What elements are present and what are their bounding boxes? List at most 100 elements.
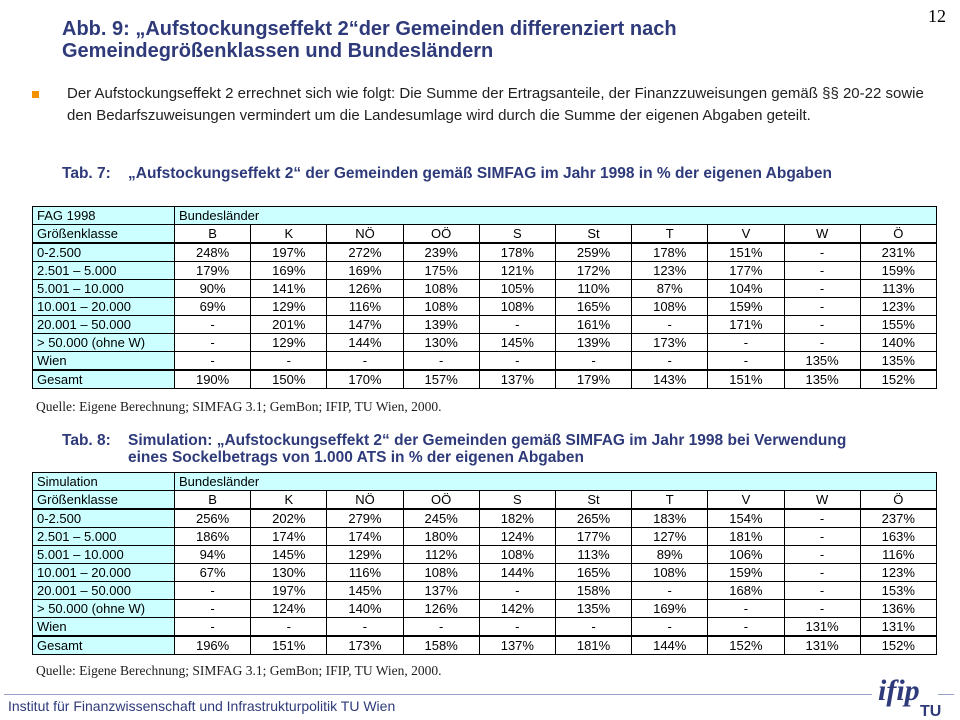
table-cell: - [783, 527, 861, 546]
table-cell: 259% [554, 242, 633, 262]
intro-paragraph: Der Aufstockungseffekt 2 errechnet sich … [67, 85, 924, 124]
table-cell: 171% [707, 315, 785, 334]
column-header: S [478, 490, 556, 510]
svg-text:ifip: ifip [878, 674, 920, 707]
table-row: 5.001 – 10.000 90% 141% 126% 108% 105% 110% 87%… [32, 279, 937, 298]
svg-text:TU: TU [920, 703, 941, 718]
table-cell: 140% [859, 333, 937, 352]
table-group-label: Bundesländer [174, 206, 937, 225]
table-row: 2.501 – 5.000 179% 169% 169% 175% 121% 172% 123… [32, 261, 937, 280]
table-cell: 182% [478, 508, 556, 528]
row-label: 0-2.500 [32, 242, 175, 262]
table-cell: 177% [554, 527, 633, 546]
table-cell: 154% [707, 508, 785, 528]
table-cell: 69% [173, 297, 252, 316]
table-cell: 237% [859, 508, 937, 528]
column-header: Ö [859, 224, 937, 244]
table-row: Wien - - - - - - - -131% 131% [32, 617, 937, 637]
table-row: 20.001 – 50.000-197% 145% 137% -158% -168% -1… [32, 581, 937, 600]
table-cell: 183% [631, 508, 709, 528]
table-cell: - [707, 617, 785, 637]
table-cell: - [783, 261, 861, 280]
table-cell: 137% [478, 369, 556, 389]
table-cell: 123% [859, 563, 937, 582]
table-cell: - [173, 599, 252, 618]
source-note: Quelle: Eigene Berechnung; SIMFAG 3.1; G… [36, 663, 442, 678]
footer-institute: Institut für Finanzwissenschaft und Infr… [8, 698, 396, 714]
table-cell: 135% [783, 369, 861, 389]
table-cell: 175% [402, 261, 480, 280]
table-cell: 130% [250, 563, 328, 582]
table-cell: 108% [402, 279, 480, 298]
table-cell: 151% [250, 635, 328, 655]
table-cell: 174% [250, 527, 328, 546]
column-header: Ö [859, 490, 937, 510]
table-cell: 202% [250, 508, 328, 528]
column-header: NÖ [326, 224, 404, 244]
table-cell: 112% [402, 545, 480, 564]
table-corner-label: FAG 1998 [32, 206, 175, 225]
table-cell: - [631, 581, 709, 600]
table-cell: 108% [631, 297, 709, 316]
table-cell: - [783, 333, 861, 352]
table-cell: 157% [402, 369, 480, 389]
table-cell: 201% [250, 315, 328, 334]
table-cell: 161% [554, 315, 633, 334]
table-cell: 153% [859, 581, 937, 600]
table-row: > 50.000 (ohne W) -124% 140% 126% 142% 135% 16… [32, 599, 937, 618]
table-cell: 67% [173, 563, 252, 582]
table-cell: 155% [859, 315, 937, 334]
table-cell: 108% [402, 297, 480, 316]
table-cell: - [783, 279, 861, 298]
table-cell: - [173, 351, 252, 371]
row-label: 0-2.500 [32, 508, 175, 528]
table-cell: 141% [250, 279, 328, 298]
table-cell: 158% [554, 581, 633, 600]
table-cell: 113% [859, 279, 937, 298]
table-cell: 172% [554, 261, 633, 280]
row-header-label: Größenklasse [32, 490, 175, 510]
table-cell: 135% [783, 351, 861, 371]
table-caption: Tab. 8: Simulation: „Aufstockungseffekt … [62, 432, 892, 468]
table-cell: - [478, 581, 556, 600]
table-cell: 169% [326, 261, 404, 280]
table-cell: - [478, 315, 556, 334]
table-cell: 108% [402, 563, 480, 582]
row-label: Wien [32, 351, 175, 371]
table-cell: 135% [554, 599, 633, 618]
table-cell: - [554, 617, 633, 637]
table-row: 10.001 – 20.000 69% 129% 116% 108% 108% 165% 10… [32, 297, 937, 316]
table-cell: - [707, 351, 785, 371]
table-cell: 129% [326, 545, 404, 564]
column-header: OÖ [402, 224, 480, 244]
column-header: S [478, 224, 556, 244]
table-cell: 131% [859, 617, 937, 637]
table-cell: - [326, 351, 404, 371]
table-cell: 123% [631, 261, 709, 280]
table-cell: 180% [402, 527, 480, 546]
footer-divider [4, 694, 872, 695]
row-label: > 50.000 (ohne W) [32, 333, 175, 352]
table-cell: 177% [707, 261, 785, 280]
column-header: NÖ [326, 490, 404, 510]
data-table: Simulation Bundesländer Größenklasse B K NÖ OÖ… [32, 472, 937, 655]
table-cell: 265% [554, 508, 633, 528]
table-cell: 159% [707, 297, 785, 316]
table-cell: 152% [707, 635, 785, 655]
table-cell: - [402, 351, 480, 371]
table-caption: Tab. 7: „Aufstockungseffekt 2“ der Gemei… [62, 165, 892, 201]
table-cell: 178% [631, 242, 709, 262]
table-cell: 145% [250, 545, 328, 564]
table-cell: - [783, 508, 861, 528]
table-cell: - [173, 333, 252, 352]
table-cell: 94% [173, 545, 252, 564]
table-cell: 173% [631, 333, 709, 352]
table-cell: - [173, 581, 252, 600]
table-cell: 152% [859, 635, 937, 655]
footer-divider [938, 694, 954, 695]
column-header: V [707, 224, 785, 244]
table-row: 0-2.500 248% 197% 272% 239% 178% 259% 178% 151% -… [32, 242, 937, 262]
table-header-row: Größenklasse B K NÖ OÖ S St T V W Ö [32, 490, 937, 510]
column-header: W [783, 224, 861, 244]
table-cell: 163% [859, 527, 937, 546]
